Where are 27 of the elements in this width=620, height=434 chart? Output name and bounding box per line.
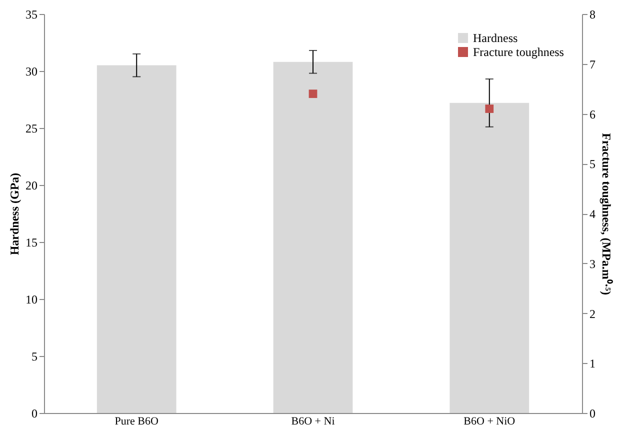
- x-tick-label: B6O + NiO: [464, 416, 516, 428]
- x-tick-label: B6O + Ni: [291, 416, 335, 428]
- y2-axis-title: Fracture toughness, (MPa.m⁰·⁵): [600, 132, 614, 296]
- y2-tick-label: 5: [590, 157, 596, 172]
- y2-tick-label: 2: [590, 306, 596, 321]
- y2-tick-label: 0: [590, 406, 596, 420]
- y-tick-label: 35: [26, 8, 38, 22]
- y-tick-label: 10: [26, 292, 38, 306]
- y-tick-label: 25: [26, 122, 38, 136]
- y-axis-title: Hardness (GPa): [8, 172, 22, 256]
- y2-tick-label: 1: [590, 356, 596, 371]
- bar: [96, 65, 176, 413]
- legend-label: Hardness: [473, 31, 518, 45]
- y2-tick-label: 7: [590, 57, 596, 72]
- y-tick-label: 5: [32, 350, 38, 364]
- y2-tick-label: 3: [590, 256, 596, 271]
- y2-tick-label: 8: [590, 8, 596, 22]
- y-tick-label: 20: [26, 178, 38, 192]
- bar: [450, 102, 530, 413]
- y2-tick-label: 6: [590, 107, 596, 122]
- x-tick-label: Pure B6O: [114, 416, 159, 428]
- y-tick-label: 15: [26, 236, 38, 250]
- y-tick-label: 30: [26, 64, 38, 78]
- y2-tick-label: 4: [590, 207, 596, 221]
- y-tick-label: 0: [32, 406, 38, 420]
- bar: [273, 62, 353, 413]
- legend-label: Fracture toughness: [473, 45, 564, 59]
